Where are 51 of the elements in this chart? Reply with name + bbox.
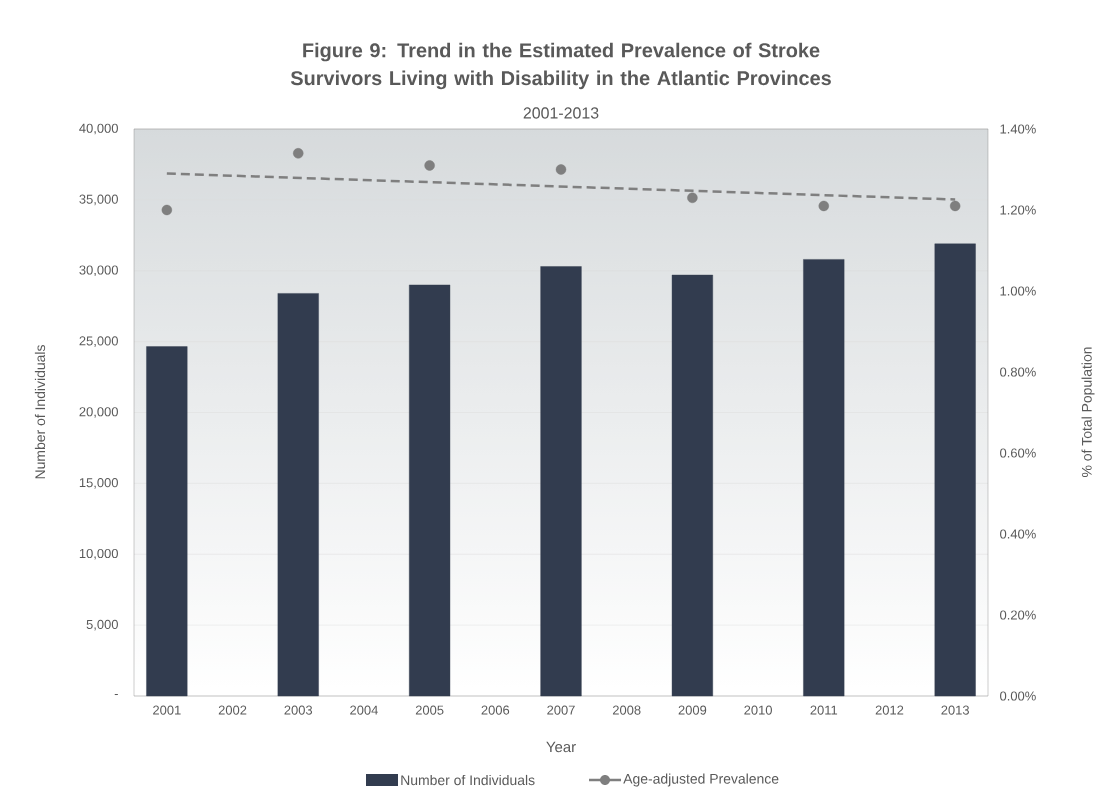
x-tick-label: 2006 [481, 705, 510, 715]
y-axis-title: Number of Individuals [34, 345, 46, 479]
bar [409, 284, 451, 697]
x-tick-label: 2013 [941, 705, 969, 715]
y-tick-label: 10,000 [79, 548, 118, 560]
bar [540, 266, 582, 697]
x-tick-label: 2011 [810, 705, 838, 715]
y-tick-label: 20,000 [79, 407, 118, 418]
bar [671, 274, 713, 697]
y2-tick-label: 0.80% [1000, 367, 1036, 377]
y-tick-label: 35,000 [79, 194, 118, 206]
point [161, 204, 173, 216]
y-tick-label: 5,000 [86, 619, 118, 631]
point [293, 148, 304, 159]
point [818, 200, 829, 212]
x-tick-label: 2004 [350, 705, 378, 715]
x-tick-label: 2008 [612, 705, 641, 715]
y-tick-label: 40,000 [79, 123, 118, 135]
x-tick-label: 2001 [153, 705, 181, 715]
y2-tick-label: 0.40% [1000, 529, 1036, 539]
x-axis-title: Year [546, 741, 576, 753]
y-tick-label: - [114, 694, 118, 696]
point [555, 164, 567, 175]
legend-label: Number of Individuals [401, 774, 535, 786]
bar [277, 293, 319, 697]
y-tick-label: 30,000 [79, 265, 118, 277]
x-tick-label: 2002 [218, 705, 247, 715]
bar [934, 243, 976, 697]
chart-subtitle: 2001-2013 [523, 107, 599, 119]
y2-tick-label: 1.00% [1000, 286, 1036, 296]
x-tick-label: 2009 [678, 705, 707, 715]
y-tick-label: 25,000 [79, 336, 118, 347]
point [424, 160, 435, 171]
legend-label: Age-adjusted Prevalence [623, 773, 779, 787]
y2-tick-label: 0.60% [1000, 448, 1036, 458]
y2-tick-label: 0.20% [1000, 610, 1036, 620]
y2-axis-title: % of Total Population [1081, 347, 1095, 478]
point [687, 192, 698, 204]
x-tick-label: 2010 [744, 705, 772, 715]
y2-tick-label: 1.40% [1000, 124, 1036, 134]
chart-title: Figure 9: Trend in the Estimated Prevalence of Stroke Survivors Living with Disability in the Atlantic Provinces [290, 42, 831, 90]
y2-tick-label: 1.20% [1000, 205, 1036, 215]
bar [146, 346, 188, 697]
y-tick-label: 15,000 [79, 478, 118, 489]
x-tick-label: 2005 [415, 705, 444, 715]
point [949, 200, 961, 212]
x-tick-label: 2003 [284, 705, 313, 715]
bar [803, 259, 845, 697]
y2-tick-label: 0.00% [1000, 691, 1036, 701]
x-tick-label: 2012 [875, 705, 904, 715]
x-tick-label: 2007 [547, 705, 575, 715]
